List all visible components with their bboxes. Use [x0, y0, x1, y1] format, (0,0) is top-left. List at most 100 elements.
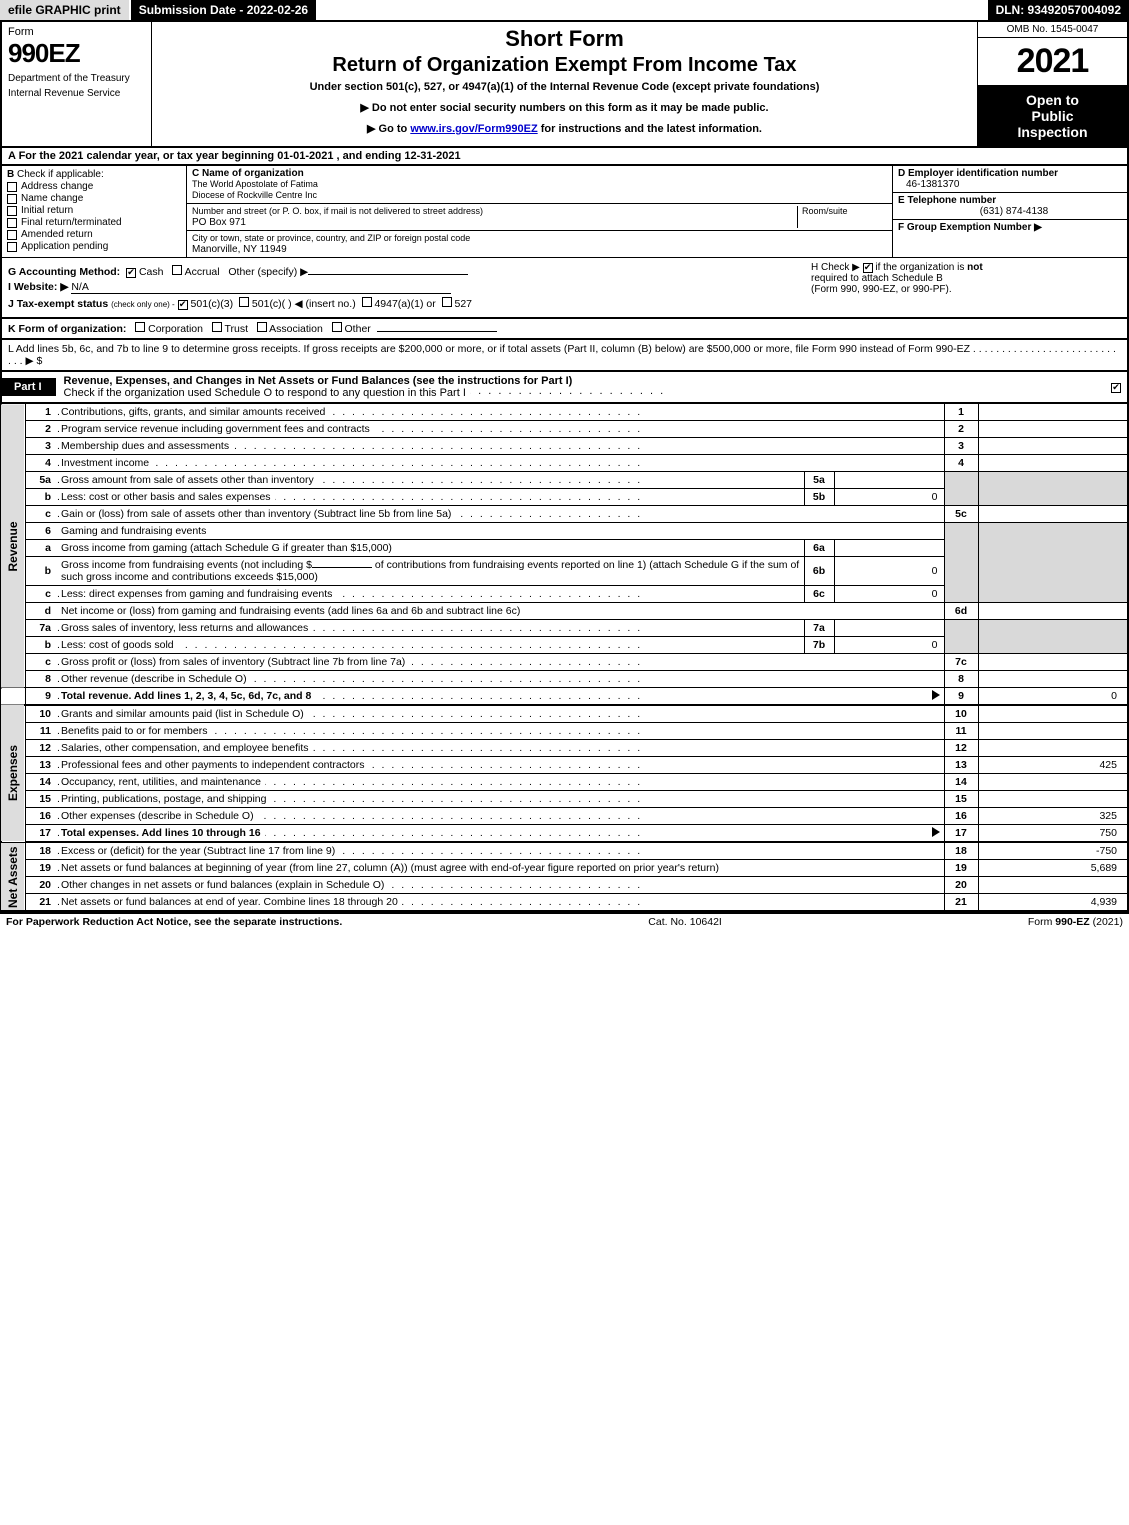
- line-1: Revenue 1Contributions, gifts, grants, a…: [1, 404, 1128, 421]
- header-left: Form 990EZ Department of the Treasury In…: [2, 22, 152, 146]
- line-5a: 5aGross amount from sale of assets other…: [1, 472, 1128, 489]
- dept-irs: Internal Revenue Service: [8, 88, 145, 99]
- goto-link-line: ▶ Go to www.irs.gov/Form990EZ for instru…: [160, 122, 969, 135]
- org-address: PO Box 971: [192, 217, 246, 228]
- org-city: Manorville, NY 11949: [192, 244, 287, 255]
- line-6: 6Gaming and fundraising events: [1, 523, 1128, 540]
- line-6c: cLess: direct expenses from gaming and f…: [1, 586, 1128, 603]
- revenue-table: Revenue 1Contributions, gifts, grants, a…: [0, 404, 1129, 912]
- line-11: 11Benefits paid to or for members11: [1, 723, 1128, 740]
- checkbox-icon[interactable]: ✔: [863, 263, 873, 273]
- phone-value: (631) 874-4138: [898, 206, 1122, 217]
- section-ghij: H Check ▶ ✔ if the organization is not r…: [0, 257, 1129, 319]
- line-10: Expenses 10Grants and similar amounts pa…: [1, 705, 1128, 723]
- form-word: Form: [8, 26, 145, 38]
- org-name-1: The World Apostolate of Fatima: [192, 179, 318, 189]
- checkbox-icon[interactable]: [212, 322, 222, 332]
- website-value: N/A: [71, 281, 89, 293]
- part-1-pill: Part I: [2, 378, 56, 396]
- line-13: 13Professional fees and other payments t…: [1, 757, 1128, 774]
- section-l: L Add lines 5b, 6c, and 7b to line 9 to …: [0, 340, 1129, 372]
- line-6b: bGross income from fundraising events (n…: [1, 557, 1128, 586]
- form-header: Form 990EZ Department of the Treasury In…: [0, 22, 1129, 148]
- checkbox-icon[interactable]: [239, 297, 249, 307]
- chk-final-return: Final return/terminated: [7, 217, 181, 228]
- checkbox-icon[interactable]: [7, 218, 17, 228]
- checkbox-icon[interactable]: [7, 206, 17, 216]
- chk-name-change: Name change: [7, 193, 181, 204]
- checkbox-icon[interactable]: ✔: [178, 300, 188, 310]
- section-h: H Check ▶ ✔ if the organization is not r…: [811, 262, 1121, 295]
- form-ref: Form 990-EZ (2021): [1028, 916, 1123, 928]
- form-title: Return of Organization Exempt From Incom…: [160, 54, 969, 77]
- omb-number: OMB No. 1545-0047: [978, 22, 1127, 38]
- part-1-sub: Check if the organization used Schedule …: [64, 387, 470, 399]
- arrow-icon: [932, 690, 940, 700]
- checkbox-icon[interactable]: [172, 265, 182, 275]
- checkbox-icon[interactable]: ✔: [1111, 383, 1121, 393]
- header-right: OMB No. 1545-0047 2021 Open to Public In…: [977, 22, 1127, 146]
- page-footer: For Paperwork Reduction Act Notice, see …: [0, 912, 1129, 930]
- row-a-tax-year: A For the 2021 calendar year, or tax yea…: [0, 148, 1129, 166]
- form-number: 990EZ: [8, 38, 145, 69]
- catalog-number: Cat. No. 10642I: [648, 916, 722, 928]
- line-21: 21Net assets or fund balances at end of …: [1, 894, 1128, 912]
- line-5c: cGain or (loss) from sale of assets othe…: [1, 506, 1128, 523]
- checkbox-icon[interactable]: [135, 322, 145, 332]
- line-20: 20Other changes in net assets or fund ba…: [1, 877, 1128, 894]
- line-2: 2Program service revenue including gover…: [1, 421, 1128, 438]
- line-4: 4Investment income4: [1, 455, 1128, 472]
- chk-amended-return: Amended return: [7, 229, 181, 240]
- line-12: 12Salaries, other compensation, and empl…: [1, 740, 1128, 757]
- line-18: Net Assets 18Excess or (deficit) for the…: [1, 842, 1128, 860]
- arrow-icon: [932, 827, 940, 837]
- addr-label: Number and street (or P. O. box, if mail…: [192, 206, 483, 216]
- checkbox-icon[interactable]: [442, 297, 452, 307]
- line-5b: bLess: cost or other basis and sales exp…: [1, 489, 1128, 506]
- form-subtitle: Under section 501(c), 527, or 4947(a)(1)…: [160, 81, 969, 93]
- expenses-section-label: Expenses: [1, 705, 25, 842]
- checkbox-icon[interactable]: [7, 230, 17, 240]
- checkbox-icon[interactable]: [7, 242, 17, 252]
- line-15: 15Printing, publications, postage, and s…: [1, 791, 1128, 808]
- city-label: City or town, state or province, country…: [192, 233, 470, 243]
- tax-year: 2021: [978, 38, 1127, 86]
- chk-initial-return: Initial return: [7, 205, 181, 216]
- ein-value: 46-1381370: [898, 179, 1122, 190]
- line-17: 17Total expenses. Add lines 10 through 1…: [1, 825, 1128, 843]
- efile-label: efile GRAPHIC print: [0, 0, 131, 20]
- checkbox-icon[interactable]: [332, 322, 342, 332]
- open-to-public-badge: Open to Public Inspection: [978, 86, 1127, 146]
- dept-treasury: Department of the Treasury: [8, 73, 145, 84]
- checkbox-icon[interactable]: [257, 322, 267, 332]
- short-form-title: Short Form: [160, 26, 969, 52]
- org-name-label: C Name of organization: [192, 168, 304, 179]
- irs-link[interactable]: www.irs.gov/Form990EZ: [410, 123, 537, 135]
- checkbox-icon[interactable]: ✔: [126, 268, 136, 278]
- checkbox-icon[interactable]: [7, 182, 17, 192]
- part-1-header: Part I Revenue, Expenses, and Changes in…: [0, 372, 1129, 404]
- checkbox-icon[interactable]: [7, 194, 17, 204]
- section-j: J Tax-exempt status (check only one) - ✔…: [8, 297, 1121, 310]
- submission-date: Submission Date - 2022-02-26: [131, 0, 318, 20]
- line-19: 19Net assets or fund balances at beginni…: [1, 860, 1128, 877]
- chk-address-change: Address change: [7, 181, 181, 192]
- line-6d: dNet income or (loss) from gaming and fu…: [1, 603, 1128, 620]
- group-exemption-label: F Group Exemption Number ▶: [898, 222, 1042, 233]
- ssn-warning: ▶ Do not enter social security numbers o…: [160, 101, 969, 114]
- checkbox-icon[interactable]: [362, 297, 372, 307]
- header-mid: Short Form Return of Organization Exempt…: [152, 22, 977, 146]
- phone-label: E Telephone number: [898, 195, 996, 206]
- dln: DLN: 93492057004092: [988, 0, 1129, 20]
- form-990ez-page: efile GRAPHIC print Submission Date - 20…: [0, 0, 1129, 930]
- topbar: efile GRAPHIC print Submission Date - 20…: [0, 0, 1129, 22]
- chk-application-pending: Application pending: [7, 241, 181, 252]
- section-k: K Form of organization: Corporation Trus…: [0, 319, 1129, 340]
- org-name-2: Diocese of Rockville Centre Inc: [192, 190, 317, 200]
- section-b: B Check if applicable: Address change Na…: [2, 166, 187, 257]
- line-8: 8Other revenue (describe in Schedule O)8: [1, 671, 1128, 688]
- line-7b: bLess: cost of goods sold7b0: [1, 637, 1128, 654]
- room-label: Room/suite: [802, 206, 848, 216]
- part-1-title: Revenue, Expenses, and Changes in Net As…: [64, 375, 573, 387]
- netassets-section-label: Net Assets: [1, 842, 25, 911]
